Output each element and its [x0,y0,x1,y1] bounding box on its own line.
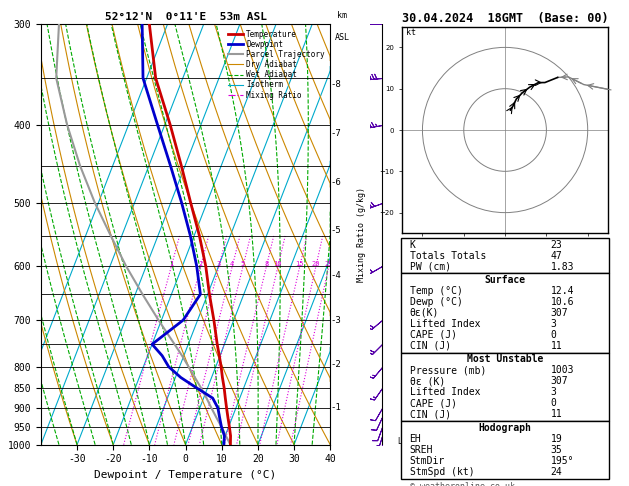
Text: -6: -6 [330,178,341,187]
Text: 11: 11 [551,409,562,419]
Text: SREH: SREH [409,445,433,455]
Text: ASL: ASL [335,33,350,42]
Text: -3: -3 [330,316,341,325]
Text: 8: 8 [264,261,269,267]
Text: 11: 11 [551,341,562,351]
Text: © weatheronline.co.uk: © weatheronline.co.uk [409,482,515,486]
Text: CIN (J): CIN (J) [409,341,451,351]
Text: 19: 19 [551,434,562,444]
X-axis label: Dewpoint / Temperature (°C): Dewpoint / Temperature (°C) [94,470,277,480]
Text: km: km [337,11,347,20]
Text: 35: 35 [551,445,562,455]
Text: -7: -7 [330,129,341,138]
Text: 5: 5 [241,261,245,267]
Text: Lifted Index: Lifted Index [409,387,480,397]
Text: -8: -8 [330,80,341,88]
Text: 10: 10 [274,261,282,267]
Y-axis label: hPa: hPa [0,225,2,244]
Text: Lifted Index: Lifted Index [409,319,480,329]
Text: EH: EH [409,434,421,444]
Text: 25: 25 [325,261,333,267]
Text: θε(K): θε(K) [409,308,439,318]
Text: 3: 3 [551,319,557,329]
Bar [401,274,609,353]
Legend: Temperature, Dewpoint, Parcel Trajectory, Dry Adiabat, Wet Adiabat, Isotherm, Mi: Temperature, Dewpoint, Parcel Trajectory… [226,28,326,101]
Text: -4: -4 [330,271,341,280]
Text: 10.6: 10.6 [551,296,574,307]
Text: 0: 0 [551,399,557,408]
Text: kt: kt [406,28,416,37]
Text: 23: 23 [551,240,562,250]
Text: 3: 3 [551,387,557,397]
Text: 1: 1 [169,261,173,267]
Text: 1003: 1003 [551,365,574,375]
Text: 307: 307 [551,308,569,318]
Text: CIN (J): CIN (J) [409,409,451,419]
Text: -1: -1 [330,403,341,412]
Text: 20: 20 [311,261,320,267]
Text: Temp (°C): Temp (°C) [409,286,462,295]
Text: 47: 47 [551,251,562,261]
Text: 30.04.2024  18GMT  (Base: 00): 30.04.2024 18GMT (Base: 00) [402,12,608,25]
Text: 0: 0 [551,330,557,340]
Text: PW (cm): PW (cm) [409,262,451,272]
Text: 52°12'N  0°11'E  53m ASL: 52°12'N 0°11'E 53m ASL [104,12,267,22]
Text: StmDir: StmDir [409,456,445,466]
Text: LCL: LCL [398,437,411,446]
Text: -5: -5 [330,226,341,235]
Text: Pressure (mb): Pressure (mb) [409,365,486,375]
Text: 12.4: 12.4 [551,286,574,295]
Text: 15: 15 [296,261,304,267]
Text: Totals Totals: Totals Totals [409,251,486,261]
Text: 2: 2 [198,261,203,267]
Bar [401,421,609,479]
Text: K: K [409,240,416,250]
Text: Most Unstable: Most Unstable [467,354,543,364]
Text: θε (K): θε (K) [409,376,445,386]
Text: 307: 307 [551,376,569,386]
Text: 1.83: 1.83 [551,262,574,272]
Text: 24: 24 [551,467,562,477]
Text: 195°: 195° [551,456,574,466]
Text: -2: -2 [330,360,341,369]
Text: Dewp (°C): Dewp (°C) [409,296,462,307]
Bar [401,353,609,421]
Text: CAPE (J): CAPE (J) [409,399,457,408]
Text: StmSpd (kt): StmSpd (kt) [409,467,474,477]
Text: CAPE (J): CAPE (J) [409,330,457,340]
Text: 4: 4 [230,261,234,267]
Text: Hodograph: Hodograph [479,423,532,433]
Bar [401,238,609,274]
Text: Mixing Ratio (g/kg): Mixing Ratio (g/kg) [357,187,367,282]
Text: Surface: Surface [484,275,526,285]
Text: 3: 3 [216,261,221,267]
